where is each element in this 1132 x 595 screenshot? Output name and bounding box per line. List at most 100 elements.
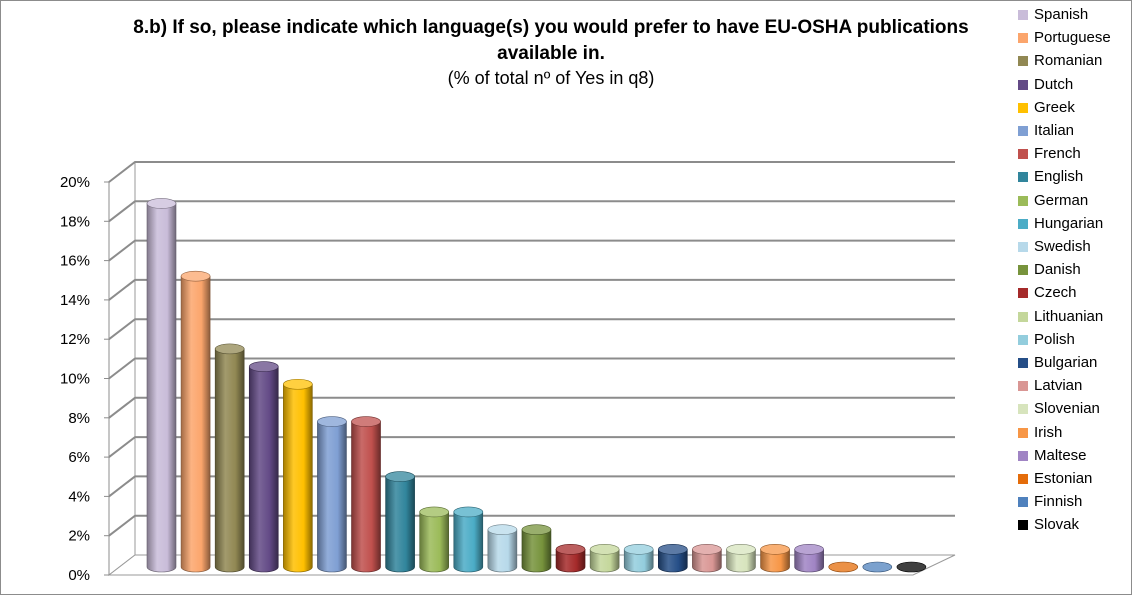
legend-item-irish: Irish [1015, 423, 1131, 443]
bar-german [419, 506, 449, 573]
chart-subtitle: (% of total nº of Yes in q8) [447, 68, 655, 88]
gridline [108, 396, 955, 419]
legend-swatch [1018, 265, 1028, 276]
bar-polish [623, 544, 654, 573]
legend-item-slovak: Slovak [1015, 515, 1131, 535]
legend-item-spanish: Spanish [1015, 5, 1131, 25]
legend-item-german: German [1015, 191, 1131, 211]
y-tick-label: 20% [60, 174, 90, 191]
legend-label: Portuguese [1034, 29, 1111, 47]
legend-item-finnish: Finnish [1015, 492, 1131, 512]
legend-label: Lithuanian [1034, 307, 1104, 325]
legend-swatch [1018, 358, 1028, 368]
legend-item-portuguese: Portuguese [1015, 28, 1131, 48]
bar-french [351, 416, 381, 573]
legend-item-italian: Italian [1015, 121, 1131, 141]
legend-label: English [1034, 168, 1084, 186]
legend-swatch [1018, 126, 1028, 136]
bar-irish [760, 544, 790, 573]
bar-maltese [794, 544, 824, 573]
bar-italian [317, 416, 347, 573]
legend-item-greek: Greek [1015, 98, 1131, 118]
legend-label: Greek [1034, 98, 1075, 116]
y-tick-label: 8% [68, 410, 90, 427]
legend-label: Czech [1034, 284, 1077, 302]
gridline [108, 357, 955, 380]
legend-swatch [1018, 334, 1028, 345]
legend-item-romanian: Romanian [1015, 51, 1131, 71]
legend-swatch [1018, 404, 1028, 415]
legend-swatch [1018, 520, 1028, 531]
bar-lithuanian [589, 544, 620, 573]
legend-swatch [1018, 102, 1028, 113]
legend-label: French [1034, 145, 1081, 163]
bar-spanish [146, 198, 177, 573]
legend-item-latvian: Latvian [1015, 376, 1131, 396]
legend-label: Bulgarian [1034, 354, 1098, 371]
legend-item-english: English [1015, 167, 1131, 187]
legend-item-swedish: Swedish [1015, 237, 1131, 257]
bar-slovak [896, 561, 927, 573]
y-tick-label: 6% [68, 449, 90, 466]
legend-label: Italian [1034, 122, 1075, 139]
legend-swatch [1018, 172, 1028, 183]
bar-romanian [214, 343, 245, 573]
y-tick-label: 14% [60, 292, 90, 309]
gridline [108, 318, 955, 340]
legend-label: Romanian [1034, 52, 1103, 70]
legend-label: Hungarian [1034, 214, 1104, 232]
legend-swatch [1018, 33, 1028, 44]
legend-label: Maltese [1034, 446, 1087, 464]
legend-swatch [1018, 450, 1028, 461]
legend-item-french: French [1015, 144, 1131, 164]
bar-danish [521, 524, 552, 573]
legend-label: Swedish [1034, 238, 1091, 255]
y-tick-label: 16% [60, 253, 90, 270]
legend-label: Estonian [1034, 470, 1093, 487]
bar-slovenian [726, 544, 756, 573]
legend-swatch [1018, 218, 1028, 229]
legend-swatch [1018, 149, 1028, 160]
y-tick-label: 4% [68, 488, 90, 505]
legend-item-czech: Czech [1015, 283, 1131, 303]
legend-item-bulgarian: Bulgarian [1015, 353, 1131, 373]
bar-hungarian [453, 506, 484, 573]
legend-swatch [1018, 10, 1028, 20]
legend-swatch [1018, 195, 1028, 206]
y-tick-label: 2% [68, 528, 90, 545]
y-tick-label: 18% [60, 213, 90, 230]
legend-label: Slovenian [1034, 400, 1100, 418]
bar-estonian [828, 561, 859, 573]
bar-latvian [692, 544, 722, 573]
legend-item-polish: Polish [1015, 330, 1131, 350]
y-tick-label: 0% [68, 567, 90, 584]
legend-swatch [1018, 381, 1028, 392]
legend-swatch [1018, 288, 1028, 299]
legend-item-estonian: Estonian [1015, 469, 1131, 489]
legend-swatch [1018, 497, 1028, 508]
legend-label: Finnish [1034, 493, 1083, 511]
legend-label: Polish [1034, 330, 1075, 348]
gridline [108, 278, 955, 301]
bar-english [385, 471, 415, 573]
legend-swatch [1018, 311, 1028, 322]
bar-series [146, 198, 927, 573]
legend-swatch [1018, 474, 1028, 484]
gridline [108, 239, 955, 262]
bar-czech [555, 544, 586, 573]
gridline [108, 200, 955, 223]
legend-item-danish: Danish [1015, 260, 1131, 280]
legend-label: Slovak [1034, 516, 1080, 534]
gridlines [108, 161, 955, 537]
legend-swatch [1018, 79, 1028, 90]
legend-swatch [1018, 242, 1028, 252]
gridline [108, 514, 955, 537]
y-tick-label: 12% [60, 331, 90, 348]
bar-swedish [487, 524, 518, 573]
legend-item-maltese: Maltese [1015, 446, 1131, 466]
legend-swatch [1018, 427, 1028, 438]
gridline [108, 475, 955, 498]
legend-label: Irish [1034, 423, 1063, 441]
bar-greek [283, 378, 313, 573]
legend-label: Dutch [1034, 75, 1074, 93]
